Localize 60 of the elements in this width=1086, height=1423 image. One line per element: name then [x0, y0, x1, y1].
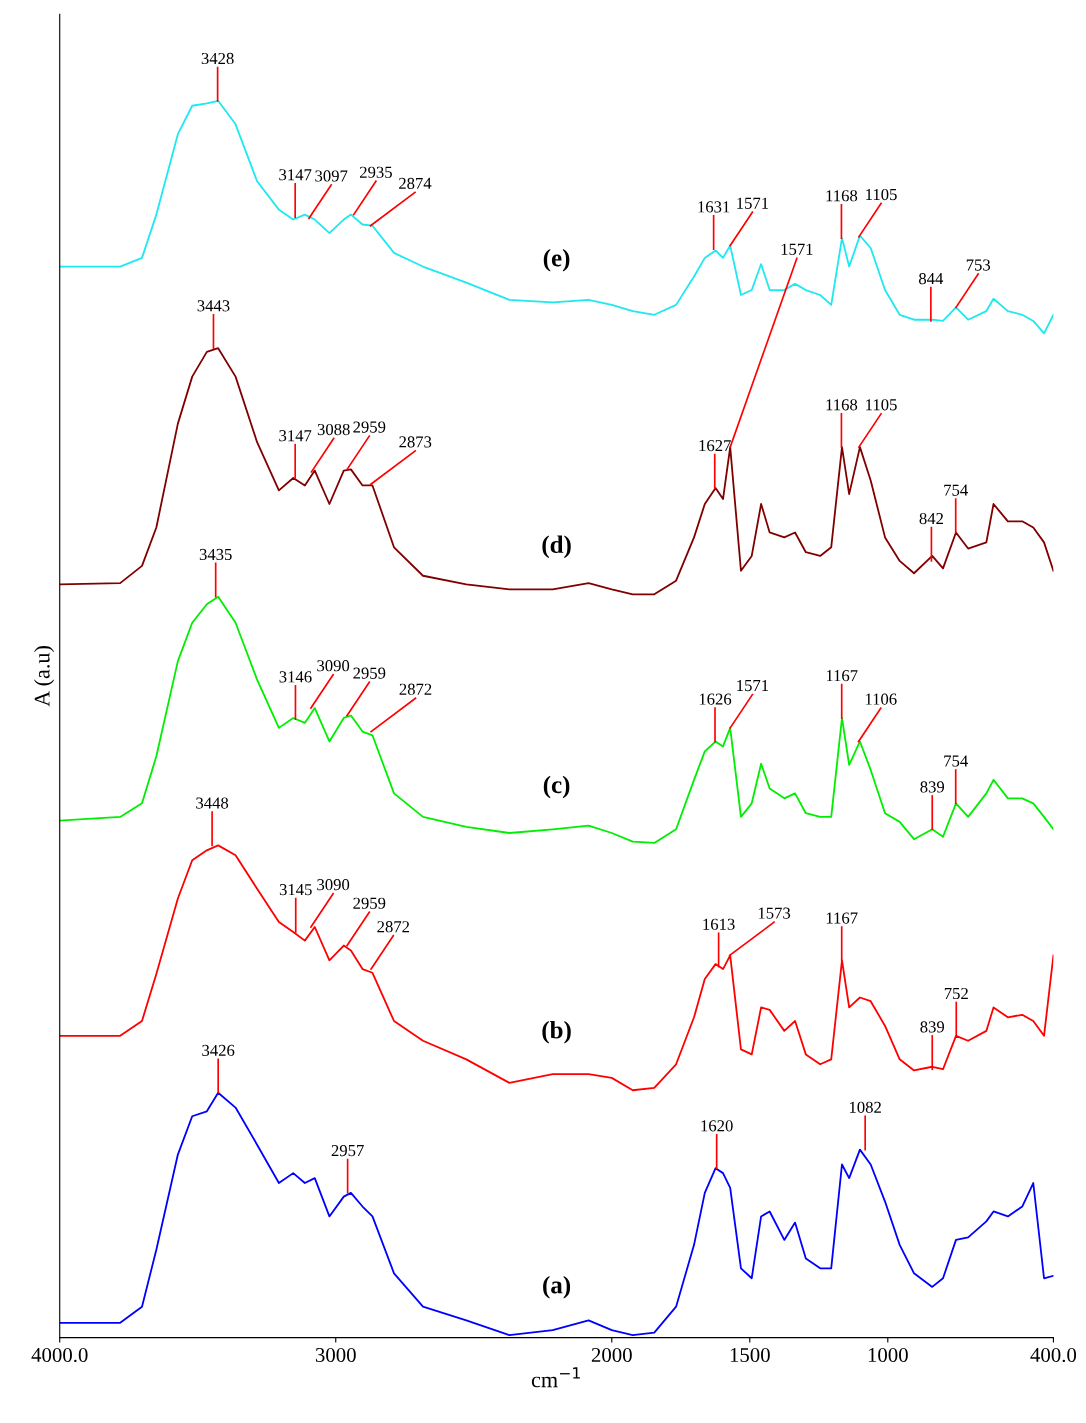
- annotation: 1613: [703, 918, 735, 930]
- annotation: 1105: [866, 188, 897, 201]
- annotation: 3090: [317, 879, 350, 891]
- x-tick-label: 3000: [315, 1347, 356, 1362]
- series-label: (e): [543, 248, 570, 272]
- series-label: (b): [542, 1020, 571, 1044]
- annotation: 2959: [353, 897, 386, 909]
- annotation: 752: [944, 987, 968, 1000]
- annotation: 839: [920, 781, 945, 793]
- annotation: 3435: [199, 548, 232, 561]
- annotation: 844: [919, 272, 944, 285]
- annotation: 3426: [202, 1044, 235, 1057]
- annotation: 1620: [701, 1120, 733, 1132]
- x-axis-title: cm$^{−1}$: [531, 1367, 580, 1388]
- annotation: 3145: [279, 884, 312, 896]
- series-label: (a): [543, 1275, 571, 1299]
- series-label: (c): [543, 775, 570, 799]
- annotation: 1105: [866, 399, 897, 411]
- annotation: 1168: [826, 190, 858, 202]
- annotation: 839: [920, 1021, 945, 1033]
- annotation: 754: [944, 755, 968, 767]
- annotation: 754: [944, 484, 968, 496]
- annotation: 1571: [737, 197, 769, 209]
- annotation: 1082: [849, 1101, 881, 1113]
- x-tick-label: 1000: [868, 1347, 908, 1362]
- annotation: 842: [919, 512, 943, 525]
- annotation: 1631: [698, 201, 730, 213]
- annotation: 2872: [377, 921, 410, 933]
- annotation: 3443: [197, 300, 230, 312]
- series-label: (d): [542, 535, 571, 559]
- x-tick-label: 400.0: [1030, 1347, 1077, 1363]
- annotation: 753: [966, 259, 991, 271]
- annotation: 1573: [758, 907, 791, 919]
- annotation: 3448: [196, 797, 229, 809]
- x-tick-label: 2000: [591, 1347, 632, 1362]
- annotation: 1626: [699, 693, 732, 705]
- x-tick-label: 4000.0: [31, 1347, 88, 1363]
- annotation: 2874: [399, 177, 432, 190]
- annotation: 3146: [279, 671, 312, 683]
- annotation: 3097: [315, 170, 348, 182]
- annotation: 2872: [399, 683, 432, 695]
- annotation: 1571: [781, 243, 813, 255]
- annotation: 1167: [826, 670, 858, 682]
- annotation: 2935: [359, 166, 392, 178]
- annotation: 3147: [279, 169, 312, 181]
- annotation: 3090: [317, 660, 350, 672]
- annotation: 1106: [865, 693, 897, 705]
- annotation: 1168: [826, 399, 858, 411]
- annotation: 3428: [201, 52, 234, 65]
- x-tick-label: 1500: [730, 1347, 770, 1362]
- annotation: 1627: [699, 440, 731, 452]
- annotation: 1167: [826, 912, 858, 924]
- annotation: 2959: [353, 667, 386, 679]
- annotation: 1571: [737, 679, 769, 692]
- annotation: 3088: [317, 423, 350, 436]
- annotation: 3147: [279, 430, 312, 442]
- annotation: 2957: [331, 1144, 364, 1157]
- annotation: 2959: [353, 421, 386, 433]
- y-axis-title: A (a.u): [34, 646, 55, 707]
- annotation: 2873: [399, 436, 432, 448]
